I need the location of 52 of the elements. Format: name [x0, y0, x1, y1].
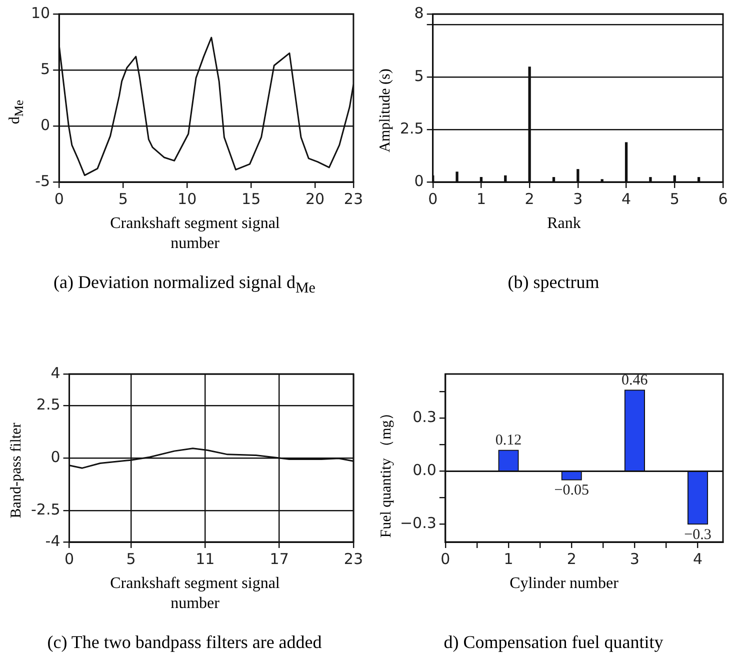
x-tick-label: 0 [440, 550, 450, 568]
text: (a) Deviation normalized signal d$_{Me}$ [52, 272, 316, 298]
x-axis-title: Cylinder number [508, 574, 620, 594]
x-axis-title: Rank [546, 214, 582, 234]
x-tick-label: 4 [622, 190, 632, 208]
x-tick-label: 5 [670, 190, 680, 208]
x-tick-label: 17 [270, 550, 289, 568]
y-tick-label: −0.3 [400, 514, 436, 532]
y-tick-label: 2.5 [36, 395, 60, 414]
data-label: 0.46 [622, 372, 648, 388]
y-tick-label: 10 [30, 4, 50, 22]
y-axis-title: Band-pass filter [8, 422, 26, 520]
y-tick-label: 5 [414, 66, 424, 85]
y-tick-label: 0.0 [412, 461, 436, 480]
x-tick-label: 23 [344, 190, 364, 208]
x-tick-label: 0 [64, 550, 74, 568]
y-axis-title: Amplitude (s) [378, 68, 394, 154]
y-axis-title: Fuel quantity （mg） [378, 404, 396, 540]
y-tick-label: 0 [40, 116, 50, 134]
y-tick-label: -4 [45, 532, 60, 550]
x-tick-label: 1 [476, 190, 486, 208]
x-tick-label: 3 [630, 550, 640, 568]
x-tick-label: 6 [718, 190, 728, 208]
x-tick-label: 4 [692, 550, 703, 568]
y-tick-label: 8 [414, 4, 424, 22]
data-label: 0.12 [495, 432, 522, 448]
data-label: −0.3 [684, 526, 712, 543]
x-tick-label: 23 [344, 550, 364, 568]
x-tick-label: 2 [524, 190, 534, 208]
text: (b) spectrum [506, 272, 600, 293]
text: (c) The two bandpass filters are added [46, 632, 323, 653]
text: d) Compensation fuel quantity [442, 632, 664, 653]
x-tick-label: 15 [242, 190, 261, 208]
x-tick-label: 1 [504, 550, 514, 568]
y-tick-label: 0 [50, 448, 60, 466]
x-tick-label: 5 [118, 190, 128, 208]
y-tick-label: 0 [414, 172, 424, 190]
y-tick-label: 4 [50, 364, 60, 382]
x-tick-label: 3 [573, 190, 583, 208]
y-tick-label: 5 [40, 60, 50, 78]
y-tick-label: -2.5 [30, 500, 60, 518]
y-tick-label: 2.5 [400, 119, 424, 138]
x-axis-title: Crankshaft segment signal number [109, 214, 281, 254]
y-tick-label: 0.3 [412, 408, 436, 426]
data-label: −0.05 [554, 482, 589, 499]
x-tick-label: 11 [196, 550, 215, 568]
x-tick-label: 5 [126, 550, 136, 568]
x-tick-label: 10 [178, 190, 197, 208]
x-tick-label: 20 [306, 190, 325, 208]
y-tick-label: -5 [35, 172, 50, 190]
x-tick-label: 2 [566, 550, 576, 568]
x-axis-title: Crankshaft segment signal number [109, 574, 281, 614]
